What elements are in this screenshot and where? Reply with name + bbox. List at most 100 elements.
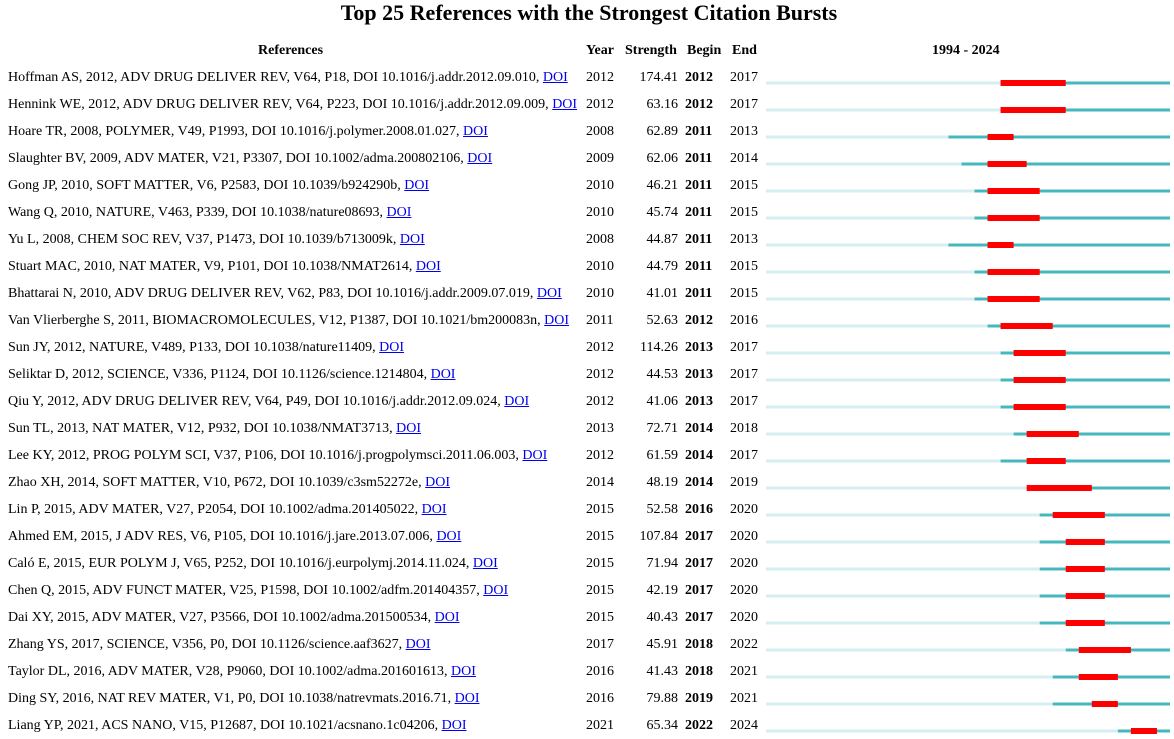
reference-text: Taylor DL, 2016, ADV MATER, V28, P9060, … [8,664,448,679]
pre-publication-segment [766,729,1118,733]
strength-cell: 71.94 [646,556,679,571]
end-cell: 2013 [730,232,758,247]
burst-segment [1013,350,1066,356]
end-cell: 2017 [730,97,758,112]
doi-link[interactable]: DOI [483,583,509,598]
doi-link[interactable]: DOI [399,232,425,247]
pre-publication-segment [766,216,975,220]
begin-cell: 2017 [685,583,713,598]
burst-timeline-svg [766,701,1170,707]
end-cell: 2017 [730,367,758,382]
begin-cell: 2017 [685,610,713,625]
begin-cell: 2019 [685,691,713,706]
burst-segment [1065,539,1105,545]
reference-text: Seliktar D, 2012, SCIENCE, V336, P1124, … [8,367,428,382]
active-segment [1000,378,1170,382]
active-segment [1000,459,1170,463]
doi-link[interactable]: DOI [467,151,493,166]
burst-segment [1130,728,1157,734]
active-segment [1013,432,1170,436]
doi-link[interactable]: DOI [430,367,456,382]
doi-link[interactable]: DOI [436,529,462,544]
burst-timeline [766,118,1170,145]
reference-cell: Seliktar D, 2012, SCIENCE, V336, P1124, … [8,361,455,388]
strength-cell: 79.88 [646,691,679,706]
doi-link[interactable]: DOI [415,259,441,274]
burst-timeline [766,604,1170,631]
strength-cell: 62.89 [646,124,679,139]
burst-timeline-svg [766,593,1170,599]
active-segment [987,324,1170,328]
reference-cell: Qiu Y, 2012, ADV DRUG DELIVER REV, V64, … [8,388,529,415]
pre-publication-segment [766,351,1001,355]
doi-link[interactable]: DOI [386,205,412,220]
reference-cell: Slaughter BV, 2009, ADV MATER, V21, P330… [8,145,492,172]
burst-timeline-svg [766,539,1170,545]
table-row: Liang YP, 2021, ACS NANO, V15, P12687, D… [0,712,1174,739]
end-cell: 2017 [730,70,758,85]
begin-cell: 2017 [685,556,713,571]
burst-timeline-svg [766,215,1170,221]
active-segment [1000,108,1170,112]
pre-publication-segment [766,243,949,247]
end-cell: 2016 [730,313,758,328]
burst-timeline-svg [766,377,1170,383]
burst-segment [1065,566,1105,572]
doi-link[interactable]: DOI [544,313,570,328]
year-cell: 2010 [586,286,614,301]
doi-link[interactable]: DOI [472,556,498,571]
doi-link[interactable]: DOI [441,718,467,733]
active-segment [948,243,1170,247]
doi-link[interactable]: DOI [405,637,431,652]
pre-publication-segment [766,189,975,193]
table-row: Dai XY, 2015, ADV MATER, V27, P3566, DOI… [0,604,1174,631]
doi-link[interactable]: DOI [379,340,405,355]
reference-text: Bhattarai N, 2010, ADV DRUG DELIVER REV,… [8,286,534,301]
pre-publication-segment [766,621,1040,625]
burst-timeline-svg [766,458,1170,464]
doi-link[interactable]: DOI [425,475,451,490]
begin-cell: 2017 [685,529,713,544]
doi-link[interactable]: DOI [396,421,422,436]
doi-link[interactable]: DOI [404,178,430,193]
strength-cell: 44.53 [646,367,679,382]
doi-link[interactable]: DOI [542,70,568,85]
end-cell: 2020 [730,529,758,544]
table-row: Bhattarai N, 2010, ADV DRUG DELIVER REV,… [0,280,1174,307]
active-segment [1000,81,1170,85]
doi-link[interactable]: DOI [421,502,447,517]
doi-link[interactable]: DOI [504,394,530,409]
doi-link[interactable]: DOI [451,664,476,679]
burst-timeline-svg [766,323,1170,329]
reference-cell: Hoare TR, 2008, POLYMER, V49, P1993, DOI… [8,118,488,145]
reference-text: Chen Q, 2015, ADV FUNCT MATER, V25, P159… [8,583,480,598]
doi-link[interactable]: DOI [434,610,460,625]
burst-segment [1065,593,1105,599]
burst-segment [987,215,1040,221]
doi-link[interactable]: DOI [463,124,488,139]
doi-link[interactable]: DOI [536,286,562,301]
pre-publication-segment [766,81,1001,85]
pre-publication-segment [766,108,1001,112]
year-cell: 2013 [586,421,614,436]
table-row: Seliktar D, 2012, SCIENCE, V336, P1124, … [0,361,1174,388]
pre-publication-segment [766,405,1001,409]
burst-timeline [766,145,1170,172]
doi-link[interactable]: DOI [522,448,548,463]
strength-cell: 174.41 [639,70,679,85]
end-cell: 2020 [730,556,758,571]
burst-timeline [766,712,1170,739]
year-cell: 2008 [586,232,614,247]
reference-text: Ding SY, 2016, NAT REV MATER, V1, P0, DO… [8,691,452,706]
doi-link[interactable]: DOI [552,97,578,112]
end-cell: 2022 [730,637,758,652]
burst-segment [1026,485,1092,491]
begin-cell: 2011 [685,259,713,274]
burst-segment [1000,323,1053,329]
burst-timeline-svg [766,431,1170,437]
reference-cell: Zhao XH, 2014, SOFT MATTER, V10, P672, D… [8,469,450,496]
end-cell: 2015 [730,259,758,274]
reference-text: Stuart MAC, 2010, NAT MATER, V9, P101, D… [8,259,413,274]
doi-link[interactable]: DOI [454,691,480,706]
reference-text: Ahmed EM, 2015, J ADV RES, V6, P105, DOI… [8,529,433,544]
